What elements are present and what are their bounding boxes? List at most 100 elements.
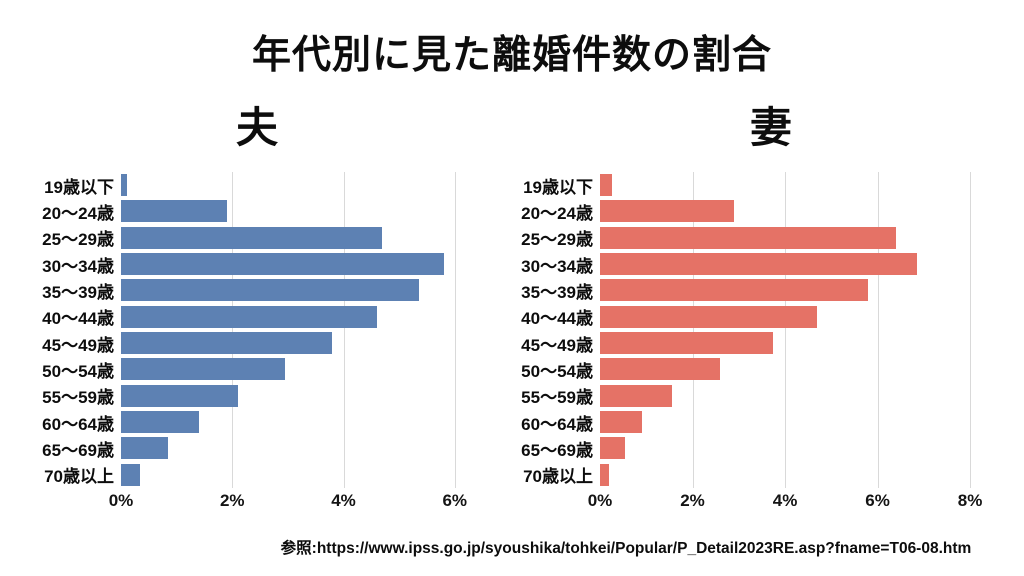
bar-row [121, 198, 467, 224]
category-label: 50〜54歳 [42, 361, 114, 381]
divorce-chart-wife: 19歳以下 20〜24歳 25〜29歳 30〜34歳 35〜39歳 40〜44歳 45〜49… [494, 172, 990, 515]
bar [600, 305, 818, 328]
bar [121, 463, 141, 486]
bar-row [121, 330, 467, 356]
bar-row [600, 330, 990, 356]
bar [600, 358, 721, 381]
divorce-chart-husband: 19歳以下 20〜24歳 25〜29歳 30〜34歳 35〜39歳 40〜44歳 45〜49… [15, 172, 467, 515]
chart-body: 19歳以下 20〜24歳 25〜29歳 30〜34歳 35〜39歳 40〜44歳 45〜49… [494, 172, 990, 488]
bar-row [600, 172, 990, 198]
page-title: 年代別に見た離婚件数の割合 [251, 34, 772, 77]
category-label: 20〜24歳 [42, 203, 114, 223]
plot-area [121, 172, 467, 488]
category-label: 30〜34歳 [521, 256, 593, 276]
bar [121, 174, 127, 197]
category-label: 25〜29歳 [521, 230, 593, 250]
axis-tick-label: 4% [772, 491, 798, 510]
bar [600, 463, 610, 486]
bar-row [121, 409, 467, 435]
category-label: 19歳以下 [44, 177, 114, 197]
axis-tick-label: 8% [957, 491, 983, 510]
bar-row [121, 304, 467, 330]
bar-row [600, 409, 990, 435]
bar-row [600, 251, 990, 277]
bar [600, 200, 735, 223]
axis-tick-label: 0% [587, 491, 613, 510]
category-label: 45〜49歳 [521, 335, 593, 355]
bars [600, 172, 990, 488]
axis-tick-label: 0% [108, 491, 134, 510]
category-label: 65〜69歳 [42, 440, 114, 460]
gridline [877, 172, 879, 488]
bar-row [600, 198, 990, 224]
bar [600, 437, 626, 460]
bar-row [121, 356, 467, 382]
bar [600, 279, 869, 302]
bar [121, 200, 227, 223]
bars [121, 172, 467, 488]
bar [121, 226, 383, 249]
axis-tick-label: 6% [865, 491, 890, 510]
bar-row [121, 251, 467, 277]
bar-row [121, 172, 467, 198]
axis-tick-label: 2% [219, 491, 245, 510]
x-axis: 0% 2% 4% 6% [109, 491, 468, 515]
category-label: 65〜69歳 [521, 440, 593, 460]
bar-row [121, 462, 467, 488]
bar [121, 411, 199, 434]
bar [121, 253, 444, 276]
gridline [232, 172, 234, 488]
bar-row [600, 435, 990, 461]
bar [600, 253, 917, 276]
bar [121, 332, 333, 355]
category-label: 70歳以上 [44, 467, 114, 487]
source-citation: 参照:https://www.ipss.go.jp/syoushika/tohk… [280, 540, 972, 557]
bar [121, 358, 286, 381]
bar-row [121, 225, 467, 251]
bar [600, 174, 612, 197]
husband-chart-title: 夫 [235, 104, 279, 151]
gridlines [121, 172, 467, 488]
category-label: 40〜44歳 [521, 309, 593, 329]
category-label: 70歳以上 [523, 467, 593, 487]
bar [121, 437, 169, 460]
gridline [343, 172, 345, 488]
category-label: 45〜49歳 [42, 335, 114, 355]
category-label: 20〜24歳 [521, 203, 593, 223]
bar-row [121, 435, 467, 461]
gridline [454, 172, 456, 488]
category-label: 40〜44歳 [42, 309, 114, 329]
bar [600, 384, 672, 407]
category-label: 35〜39歳 [521, 282, 593, 302]
bar-row [600, 462, 990, 488]
bar [600, 332, 774, 355]
axis-tick-label: 4% [331, 491, 356, 510]
bar [121, 384, 238, 407]
axis-tick-label: 6% [442, 491, 468, 510]
bar-row [600, 383, 990, 409]
gridline [692, 172, 694, 488]
bar [600, 226, 897, 249]
bar [121, 279, 419, 302]
gridline [785, 172, 787, 488]
x-axis: 0% 2% 4% 6% 8% [588, 491, 990, 515]
chart-body: 19歳以下 20〜24歳 25〜29歳 30〜34歳 35〜39歳 40〜44歳 45〜49… [15, 172, 467, 488]
category-axis: 19歳以下 20〜24歳 25〜29歳 30〜34歳 35〜39歳 40〜44歳 45〜49… [494, 172, 600, 488]
bar [600, 411, 642, 434]
gridline [970, 172, 972, 488]
category-axis: 19歳以下 20〜24歳 25〜29歳 30〜34歳 35〜39歳 40〜44歳 45〜49… [15, 172, 121, 488]
plot-area [600, 172, 990, 488]
category-label: 55〜59歳 [521, 388, 593, 408]
bar-row [600, 356, 990, 382]
category-label: 60〜64歳 [42, 414, 114, 434]
category-label: 25〜29歳 [42, 230, 114, 250]
category-label: 50〜54歳 [521, 361, 593, 381]
bar-row [600, 304, 990, 330]
gridlines [600, 172, 990, 488]
bar-row [600, 277, 990, 303]
category-label: 55〜59歳 [42, 388, 114, 408]
bar-row [121, 383, 467, 409]
bar-row [121, 277, 467, 303]
category-label: 60〜64歳 [521, 414, 593, 434]
category-label: 19歳以下 [523, 177, 593, 197]
